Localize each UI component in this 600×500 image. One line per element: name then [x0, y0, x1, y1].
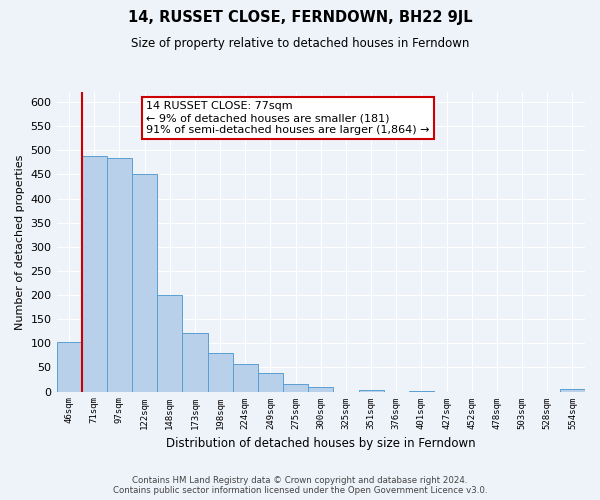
- Bar: [157, 295, 182, 392]
- X-axis label: Distribution of detached houses by size in Ferndown: Distribution of detached houses by size …: [166, 437, 476, 450]
- Text: 14 RUSSET CLOSE: 77sqm
← 9% of detached houses are smaller (181)
91% of semi-det: 14 RUSSET CLOSE: 77sqm ← 9% of detached …: [146, 102, 430, 134]
- Bar: [107, 158, 132, 392]
- Bar: [132, 174, 157, 392]
- Text: Size of property relative to detached houses in Ferndown: Size of property relative to detached ho…: [131, 38, 469, 51]
- Bar: [283, 384, 308, 392]
- Bar: [308, 386, 334, 392]
- Text: Contains HM Land Registry data © Crown copyright and database right 2024.
Contai: Contains HM Land Registry data © Crown c…: [113, 476, 487, 495]
- Bar: [409, 390, 434, 392]
- Y-axis label: Number of detached properties: Number of detached properties: [15, 154, 25, 330]
- Bar: [258, 373, 283, 392]
- Bar: [359, 390, 383, 392]
- Bar: [82, 156, 107, 392]
- Bar: [233, 364, 258, 392]
- Bar: [560, 389, 585, 392]
- Text: 14, RUSSET CLOSE, FERNDOWN, BH22 9JL: 14, RUSSET CLOSE, FERNDOWN, BH22 9JL: [128, 10, 472, 25]
- Bar: [56, 342, 82, 392]
- Bar: [182, 332, 208, 392]
- Bar: [208, 353, 233, 392]
